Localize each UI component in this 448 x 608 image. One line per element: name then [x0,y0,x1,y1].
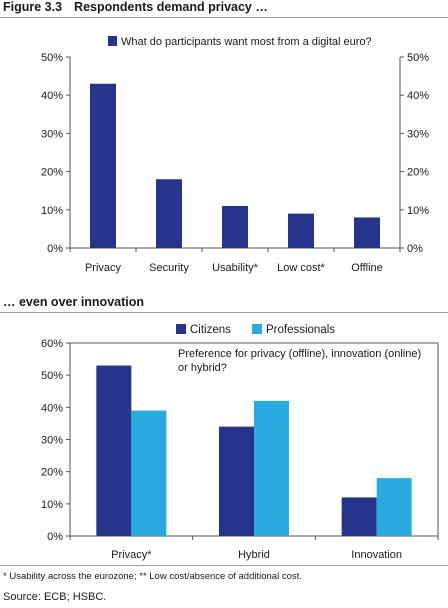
bar [96,365,132,536]
bar [376,478,412,536]
bar [341,497,377,536]
legend-label: What do participants want most from a di… [121,36,372,48]
x-tick-label: Hybrid [238,549,270,561]
y-tick-label-right: 50% [407,52,429,64]
legend-swatch [176,324,186,334]
y-tick-label-left: 50% [41,52,63,64]
title-rule [0,17,448,18]
bar [156,179,182,248]
legend-label: Professionals [266,324,335,336]
bar [222,205,248,248]
legend-swatch [252,324,262,334]
y-tick-label-right: 30% [407,128,429,140]
source-note: Source: ECB; HSBC. [3,591,107,603]
bar [254,400,289,536]
x-tick-label: Innovation [351,549,402,561]
y-tick-label: 20% [41,467,63,479]
y-tick-label: 30% [41,435,63,447]
y-tick-label-right: 0% [407,243,423,255]
y-tick-label-left: 30% [41,128,63,140]
x-tick-label: Privacy [85,262,122,274]
y-tick-label-left: 0% [47,243,63,255]
chart-preference: 0% 10% 20% 30% 40% 50% 60% Privacy* Hybrid Innova… [41,324,439,561]
figure-number: Figure 3.3 [3,0,63,14]
chart-annotation: Preference for privacy (offline), innova… [178,348,421,374]
y-tick-label-right: 10% [407,205,429,217]
y-tick-label: 50% [41,370,63,382]
legend-label: Citizens [190,324,231,336]
subtitle-rule [0,312,448,313]
bar [90,83,116,249]
y-tick-label-right: 40% [407,90,429,102]
legend-swatch [108,36,117,46]
y-tick-label-left: 10% [41,205,63,217]
x-tick-label: Low cost* [277,262,325,274]
figure-subtitle: … even over innovation [3,295,145,309]
y-tick-label: 40% [41,402,63,414]
y-tick-label-left: 20% [41,167,63,179]
y-tick-label-left: 40% [41,90,63,102]
y-tick-label-right: 20% [407,167,429,179]
bar [354,217,380,248]
figure-title: Figure 3.3 Respondents demand privacy … [3,0,268,14]
y-tick-label: 60% [41,338,63,350]
footnote: * Usability across the eurozone; ** Low … [3,571,302,582]
x-tick-label: Usability* [212,262,259,274]
bar [131,410,167,536]
footnote-rule [0,565,448,566]
y-tick-label: 0% [47,531,63,543]
bar [219,426,254,536]
chart-priorities: 0% 0% 10% 10% 20% 20% 30% 30% 40% 40% 50% 50% Privac… [41,36,429,274]
y-tick-label: 10% [41,499,63,511]
bar [288,213,314,248]
x-tick-label: Security [149,262,189,274]
x-tick-label: Privacy* [111,549,152,561]
figure-title-text: Respondents demand privacy … [74,0,268,14]
x-tick-label: Offline [351,262,383,274]
